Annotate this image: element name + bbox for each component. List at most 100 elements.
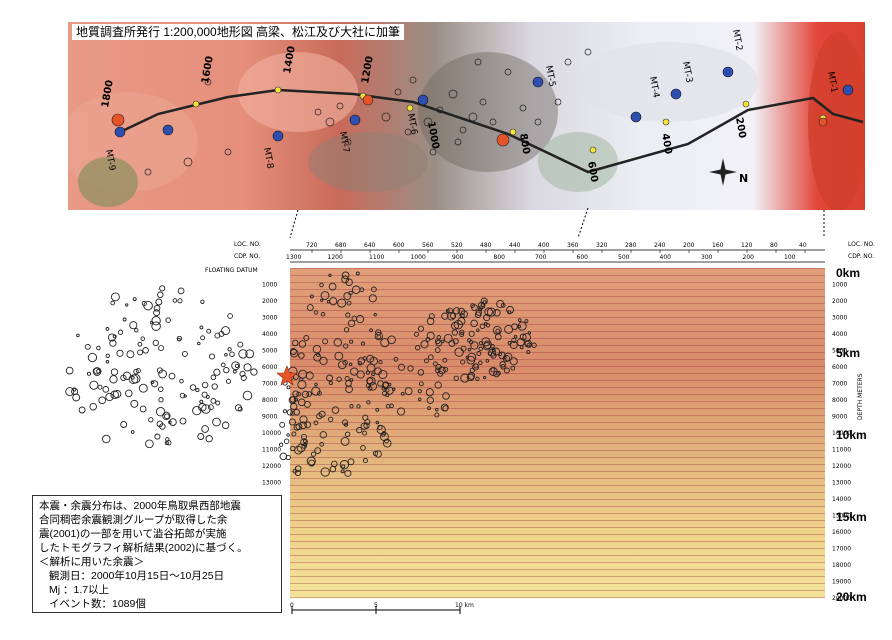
depth-tick-left-3000: 3000: [262, 315, 277, 322]
aftershock-circle: [155, 407, 166, 417]
aftershock-circle: [96, 345, 101, 351]
aftershock-circle: [347, 319, 356, 328]
aftershock-circle: [478, 360, 483, 366]
aftershock-circle: [426, 317, 435, 326]
aftershock-circle: [469, 367, 475, 373]
aftershock-circle: [500, 303, 506, 308]
aftershock-circle: [374, 332, 383, 341]
aftershock-circle: [310, 451, 317, 457]
station-label-mt9: MT-9: [103, 149, 117, 172]
aftershock-circle: [315, 352, 321, 358]
aftershock-circle: [470, 341, 479, 350]
aftershock-circle: [211, 383, 218, 390]
aftershock-circle: [339, 460, 350, 470]
aftershock-circle: [117, 329, 124, 335]
aftershock-circle: [527, 331, 532, 335]
aftershock-circle: [148, 417, 154, 423]
aftershock-circle: [466, 355, 476, 365]
aftershock-circle: [86, 371, 92, 376]
aftershock-circle: [387, 382, 392, 387]
aftershock-circle: [471, 304, 478, 311]
aftershock-circle: [350, 367, 359, 376]
depth-tick-left-1000: 1000: [262, 282, 277, 289]
aftershock-circle: [313, 310, 319, 315]
aftershock-circle: [164, 413, 170, 420]
depth-tick-right-4000: 4000: [832, 331, 847, 338]
aftershock-circle: [134, 328, 139, 333]
aftershock-circle: [165, 317, 171, 323]
aftershock-circle: [442, 366, 449, 373]
aftershock-circle: [145, 439, 154, 449]
aftershock-circle: [65, 387, 75, 397]
mainshock-star-icon: [276, 365, 298, 386]
aftershock-circle: [316, 412, 323, 420]
aftershock-circle: [313, 353, 322, 362]
map-title: 地質調査所発行 1:200,000地形図 高梁、松江及び大社に加筆: [72, 24, 405, 40]
aftershock-circle: [374, 367, 382, 376]
aftershock-circle: [238, 349, 248, 359]
cdp-tick-800: 800: [494, 254, 506, 261]
aftershock-circle: [348, 362, 353, 367]
station-label-mt1: MT-1: [825, 71, 839, 94]
depth-km-0: 0km: [836, 266, 861, 280]
note-line-2: 合同稠密余震観測グループが取得した余: [39, 514, 228, 526]
aftershock-circle: [154, 433, 161, 440]
aftershock-circle: [189, 384, 197, 391]
depth-tick-left-10000: 10000: [262, 430, 281, 437]
aftershock-circle: [305, 371, 314, 380]
aftershock-circle: [142, 347, 149, 354]
aftershock-circle: [166, 440, 172, 446]
loc-label: LOC. NO.: [234, 241, 261, 248]
aftershock-circle: [333, 338, 343, 347]
aftershock-circle: [442, 392, 450, 400]
aftershock-circle: [519, 345, 524, 350]
map-overlay: 1800 1600 1400 1200 1000 800 600 400 200…: [68, 29, 865, 210]
aftershock-circle: [102, 386, 110, 393]
aftershock-circle: [504, 324, 514, 334]
aftershock-circle: [237, 406, 243, 412]
cdp-label-1200: 1200: [360, 55, 376, 84]
aftershock-circle: [342, 360, 348, 366]
aftershock-circle: [364, 418, 371, 425]
depth-tick-left-8000: 8000: [262, 397, 277, 404]
aftershock-circle: [130, 373, 141, 384]
aftershock-circle: [426, 331, 435, 340]
loc-tick-480: 480: [480, 242, 492, 249]
depth-tick-right-3000: 3000: [832, 315, 847, 322]
aftershock-circle: [486, 307, 496, 317]
aftershock-circle: [454, 347, 464, 357]
aftershock-circle: [296, 443, 306, 453]
depth-axis-label: DEPTH METERS: [857, 373, 864, 420]
aftershock-circle: [309, 294, 314, 299]
cdp-tick-1200: 1200: [328, 254, 343, 261]
aftershock-circle: [208, 353, 216, 360]
aftershock-circle: [278, 442, 284, 447]
aftershock-circle: [415, 345, 421, 351]
aftershock-circle: [151, 316, 161, 326]
aftershock-circle: [375, 420, 380, 425]
aftershock-circle: [435, 407, 439, 412]
depth-tick-left-2000: 2000: [262, 298, 277, 305]
aftershock-circle: [205, 435, 213, 443]
aftershock-circle: [314, 447, 322, 454]
aftershock-circle: [375, 407, 380, 412]
aftershock-circle: [158, 345, 165, 352]
aftershock-circle: [168, 372, 176, 380]
aftershock-circle: [158, 386, 164, 392]
aftershock-circle: [181, 350, 188, 357]
aftershock-circle: [326, 300, 331, 304]
aftershock-circle: [210, 374, 217, 381]
aftershock-circle: [153, 309, 161, 317]
aftershock-circle: [110, 292, 120, 302]
loc-label-right: LOC. NO.: [848, 241, 875, 248]
aftershock-circle: [328, 282, 337, 291]
aftershock-circle: [495, 370, 501, 376]
aftershock-circle: [156, 367, 163, 374]
aftershock-circle: [162, 411, 171, 421]
aftershock-circle: [519, 333, 527, 341]
north-arrow-icon: N: [709, 158, 748, 186]
aftershock-circle: [320, 312, 326, 317]
aftershock-circle: [289, 348, 299, 358]
loc-tick-40: 40: [799, 242, 807, 249]
